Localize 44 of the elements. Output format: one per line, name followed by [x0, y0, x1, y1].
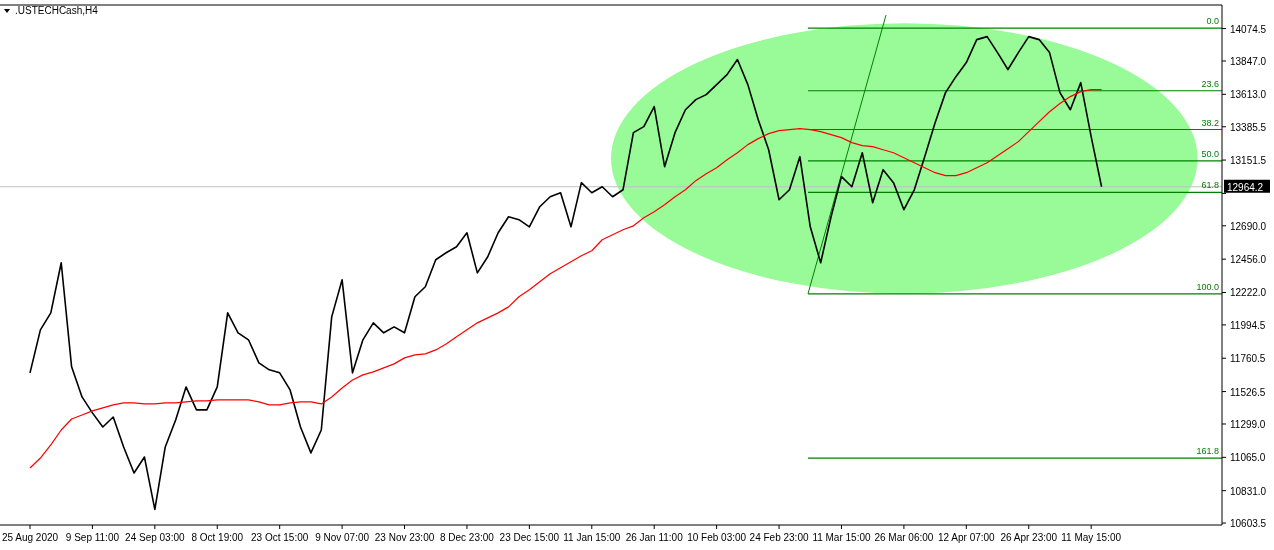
y-tick-label: 12222.0	[1230, 287, 1267, 299]
y-tick-label: 10831.0	[1230, 485, 1267, 497]
y-tick-label: 11065.0	[1230, 452, 1266, 464]
x-tick-label: 12 Apr 07:00	[937, 532, 996, 543]
y-tick-label: 13847.0	[1230, 55, 1267, 67]
y-tick-label: 11299.0	[1230, 418, 1266, 430]
chart-title: .USTECHCash,H4	[15, 5, 99, 16]
x-tick-label: 9 Nov 07:00	[315, 532, 370, 543]
line-series	[29, 35, 1103, 511]
y-tick-label: 11526.5	[1230, 386, 1266, 398]
x-tick-label: 10 Feb 03:00	[687, 532, 747, 543]
x-tick-label: 23 Oct 15:00	[251, 532, 309, 543]
y-tick-label: 11994.5	[1230, 319, 1266, 331]
x-tick-label: 26 Apr 23:00	[1000, 532, 1058, 543]
x-tick-label: 23 Dec 15:00	[499, 532, 560, 543]
y-tick-label: 14074.5	[1230, 23, 1267, 35]
x-tick-label: 8 Oct 19:00	[191, 532, 244, 543]
ref-line-label: 12964.2	[1227, 181, 1264, 193]
y-tick-label: 13151.5	[1230, 155, 1267, 167]
y-tick-label: 12690.0	[1230, 220, 1267, 232]
annotation: 38.2	[1201, 117, 1219, 128]
y-tick-label: 10603.5	[1230, 518, 1267, 530]
y-tick-label: 13613.0	[1230, 89, 1267, 101]
x-tick-label: 24 Feb 23:00	[749, 532, 809, 543]
y-tick-label: 13385.5	[1230, 121, 1267, 133]
x-tick-label: 26 Jan 11:00	[625, 532, 684, 543]
annotation: 161.8	[1196, 446, 1219, 457]
x-tick-label: 23 Nov 23:00	[374, 532, 435, 543]
y-tick-label: 12456.0	[1230, 254, 1267, 266]
annotation: 0.0	[1206, 16, 1219, 27]
x-tick-label: 11 Mar 15:00	[812, 532, 871, 543]
x-tick-label: 26 Mar 06:00	[874, 532, 934, 543]
x-tick-label: 9 Sep 11:00	[65, 532, 120, 543]
annotation: 23.6	[1201, 78, 1219, 89]
x-tick-label: 11 Jan 15:00	[563, 532, 621, 543]
y-tick-label: 11760.5	[1230, 353, 1266, 365]
annotation: 100.0	[1196, 281, 1219, 292]
x-tick-label: 25 Aug 2020	[1, 532, 59, 543]
x-tick-label: 8 Dec 23:00	[439, 532, 495, 543]
annotation: 50.0	[1201, 148, 1219, 159]
x-tick-label: 24 Sep 03:00	[125, 532, 186, 543]
x-tick-label: 11 May 15:00	[1061, 532, 1122, 543]
line-series	[29, 89, 1103, 469]
annotation: 61.8	[1201, 180, 1219, 191]
